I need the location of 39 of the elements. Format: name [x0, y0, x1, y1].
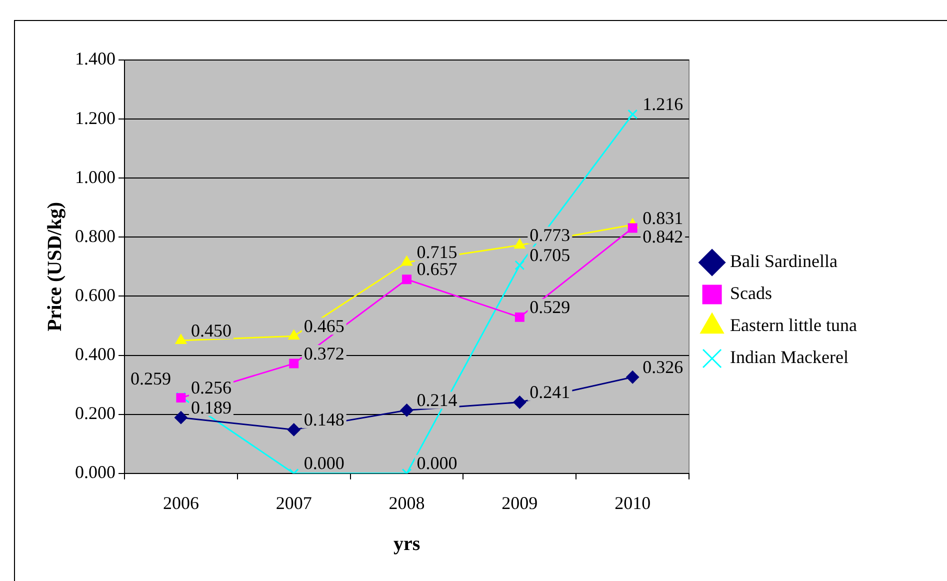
data-label: 0.148: [304, 409, 344, 430]
data-label: 0.241: [530, 382, 570, 402]
data-label: 0.842: [642, 226, 684, 247]
x-tick-label: 2006: [162, 492, 199, 513]
y-tick-label: 0.800: [75, 226, 116, 246]
data-label: 0.259: [130, 368, 171, 389]
data-label: 0.657: [416, 259, 458, 280]
data-label: 0.372: [304, 343, 344, 364]
data-label: 0.529: [530, 296, 570, 317]
y-axis-title: Price (USD/kg): [44, 202, 66, 332]
data-label: 0.773: [530, 224, 570, 245]
y-tick-label: 1.200: [75, 108, 116, 128]
legend-label: Scads: [730, 283, 772, 304]
x-tick-label: 2009: [502, 492, 538, 513]
y-tick-label: 1.400: [75, 48, 116, 69]
y-tick-label: 1.000: [75, 166, 116, 187]
x-tick-label: 2007: [276, 492, 312, 513]
legend-label: Eastern little tuna: [730, 315, 858, 336]
data-label: 0.465: [304, 316, 344, 336]
data-label: 0.000: [416, 453, 458, 474]
data-label: 0.705: [530, 244, 570, 265]
data-label: 0.326: [642, 356, 684, 377]
y-tick-label: 0.200: [75, 403, 116, 424]
x-tick-label: 2008: [388, 492, 425, 513]
y-tick-label: 0.600: [75, 284, 116, 305]
data-label: 0.000: [304, 453, 344, 474]
x-tick-label: 2010: [614, 492, 651, 513]
data-label: 0.189: [190, 397, 232, 418]
data-label: 1.216: [642, 94, 684, 114]
data-label: 0.256: [190, 378, 232, 398]
y-tick-label: 0.000: [75, 462, 116, 482]
legend-label: Indian Mackerel: [730, 347, 848, 368]
legend-label: Bali Sardinella: [730, 251, 838, 272]
y-tick-label: 0.400: [75, 344, 116, 364]
data-label: 0.715: [416, 242, 458, 262]
data-label: 0.450: [190, 320, 232, 340]
x-axis-title: yrs: [393, 533, 420, 556]
data-label: 0.831: [642, 208, 684, 228]
data-label: 0.214: [416, 390, 458, 410]
